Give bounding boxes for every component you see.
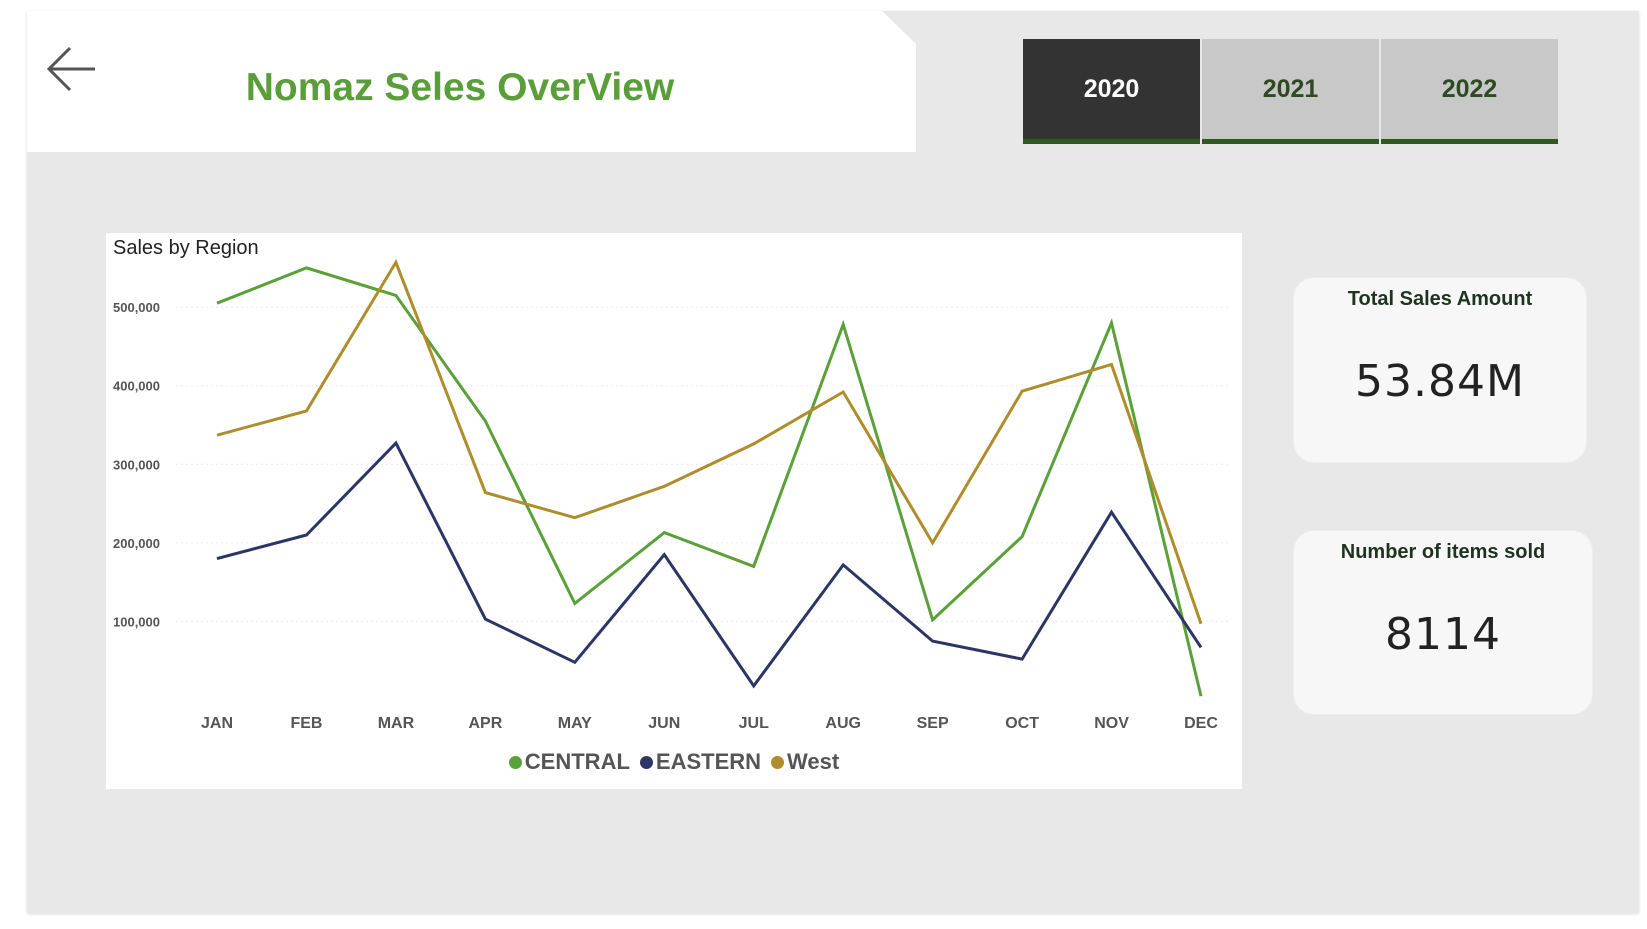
legend-dot-eastern [639, 755, 653, 769]
y-tick-label: 100,000 [113, 614, 160, 629]
chart-title: Sales by Region [113, 237, 259, 259]
line-chart-svg: 100,000 200,000 300,000 400,000 500,000 JAN FE… [113, 259, 1231, 732]
legend-dot-central [508, 755, 522, 769]
total-sales-value: 53.84M [1355, 356, 1525, 407]
x-tick-label: MAR [378, 715, 415, 732]
y-tick-label: 400,000 [113, 379, 160, 394]
page-title: Nomaz Seles OverView [245, 66, 675, 109]
x-tick-label: FEB [290, 715, 322, 732]
x-tick-label: AUG [825, 715, 861, 732]
y-tick-label: 200,000 [113, 536, 160, 551]
x-tick-label: OCT [1005, 715, 1039, 732]
arrow-left-icon [46, 46, 95, 92]
x-tick-label: JAN [201, 715, 233, 732]
year-tab-2020[interactable]: 2020 [1023, 39, 1200, 144]
legend-item-eastern[interactable]: EASTERN [639, 749, 762, 775]
x-tick-label: JUL [739, 715, 769, 732]
y-tick-label: 500,000 [113, 300, 160, 315]
back-button[interactable] [46, 44, 100, 98]
legend-item-west[interactable]: West [771, 749, 839, 775]
total-sales-label: Total Sales Amount [1347, 288, 1533, 310]
sales-by-region-chart[interactable]: 100,000 200,000 300,000 400,000 500,000 JAN FE… [106, 233, 1242, 789]
header-card [27, 11, 916, 152]
x-tick-label: JUN [648, 715, 680, 732]
series-line-west[interactable] [216, 259, 1203, 625]
legend-label-eastern: EASTERN [655, 749, 762, 774]
legend-item-central[interactable]: CENTRAL [508, 749, 630, 775]
x-tick-label: NOV [1094, 715, 1129, 732]
legend-dot-west [771, 755, 785, 769]
x-tick-label: SEP [917, 715, 949, 732]
items-sold-label: Number of items sold [1340, 541, 1546, 563]
items-sold-value: 8114 [1385, 609, 1501, 660]
total-sales-card[interactable]: Total Sales Amount 53.84M [1294, 278, 1586, 462]
x-tick-label: APR [468, 715, 502, 732]
x-tick-label: MAY [558, 715, 592, 732]
series-line-central[interactable] [216, 266, 1203, 697]
year-tab-2021[interactable]: 2021 [1202, 39, 1379, 144]
legend-label-central: CENTRAL [524, 749, 630, 774]
chart-legend: CENTRAL EASTERN West [106, 749, 1242, 775]
series-line-eastern[interactable] [216, 440, 1203, 689]
legend-label-west: West [787, 749, 840, 774]
x-tick-label: DEC [1184, 715, 1218, 732]
items-sold-card[interactable]: Number of items sold 8114 [1294, 531, 1592, 714]
year-tab-2022[interactable]: 2022 [1381, 39, 1558, 144]
y-tick-label: 300,000 [113, 457, 160, 472]
year-slicer: 2020 2021 2022 [1023, 39, 1560, 145]
